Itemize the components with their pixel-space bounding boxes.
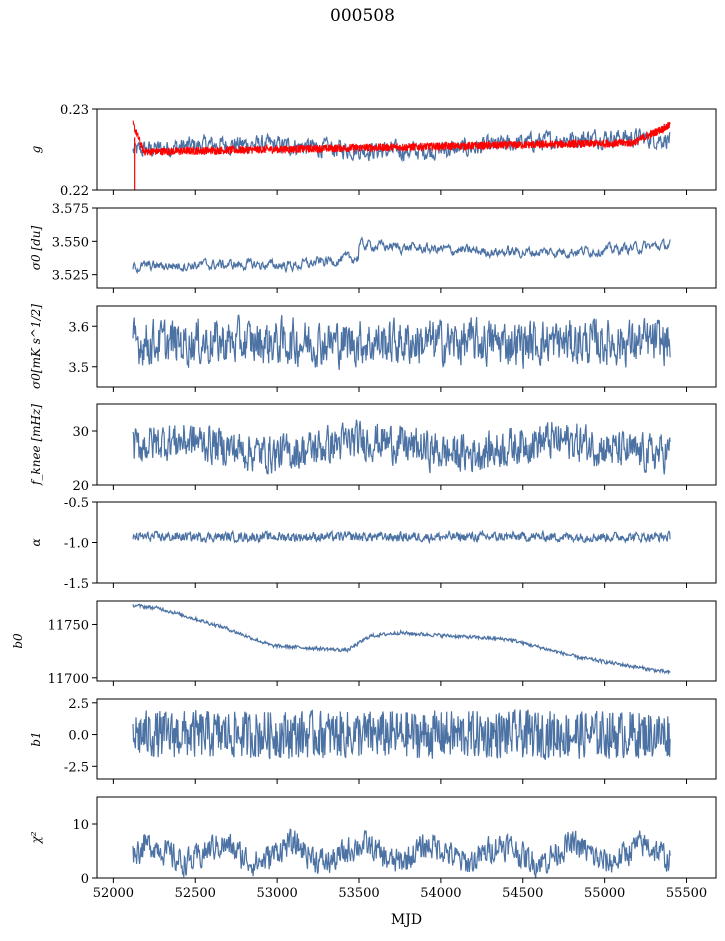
y-tick-label: 3.525 [52, 269, 89, 284]
y-axis-label: g [29, 145, 43, 153]
y-tick-label: 30 [72, 425, 89, 440]
y-tick-label: 3.6 [68, 320, 89, 335]
y-tick-label: -2.5 [64, 760, 89, 775]
y-axis-label: α [29, 538, 43, 546]
y-tick-label: 2.5 [68, 697, 89, 712]
series-line-panel-7 [132, 708, 671, 761]
series-line-panel-2 [132, 236, 671, 275]
series-line-panel-4 [132, 419, 671, 475]
panel-frame-7 [96, 698, 717, 780]
y-tick-label: 3.550 [52, 235, 89, 250]
x-tick-label: 52500 [175, 886, 216, 901]
series-line-panel-6 [132, 603, 671, 676]
y-tick-label: 11750 [48, 618, 89, 633]
panel-frame-6 [96, 600, 717, 682]
x-tick-label: 53000 [256, 886, 297, 901]
y-tick-label: 0.23 [60, 103, 89, 118]
panel-frame-4 [96, 403, 717, 486]
panel-frame-8 [96, 796, 717, 879]
series-line-panel-8 [132, 828, 671, 879]
y-axis-label: b1 [29, 731, 43, 746]
y-axis-label: σ0 [du] [29, 225, 43, 270]
x-tick-label: 52000 [93, 886, 134, 901]
y-tick-label: -1.5 [64, 577, 89, 592]
x-tick-label: 54000 [420, 886, 461, 901]
x-tick-label: 55000 [584, 886, 625, 901]
x-tick-label: 54500 [502, 886, 543, 901]
series-line-panel-3 [132, 314, 671, 370]
y-axis-label: b0 [11, 633, 25, 649]
y-tick-label: 3.5 [68, 361, 89, 376]
y-axis-label: σ0[mK s^1/2] [29, 304, 43, 389]
x-tick-label: 53500 [338, 886, 379, 901]
series-line-panel-5 [132, 529, 671, 545]
y-tick-label: 11700 [48, 672, 89, 687]
y-axis-label: f_knee [mHz] [29, 404, 43, 486]
y-axis-label: χ² [29, 831, 43, 844]
panel-frame-3 [96, 305, 717, 388]
x-tick-label: 55500 [666, 886, 707, 901]
panel-frame-2 [96, 207, 717, 289]
panel-frame-5 [96, 501, 717, 584]
fit-line-panel-1 [132, 120, 671, 156]
panel-frame-1 [96, 108, 717, 191]
y-tick-label: -0.5 [64, 496, 89, 511]
y-tick-label: 0 [81, 872, 89, 887]
y-tick-label: -1.0 [64, 537, 89, 552]
x-axis-label: MJD [391, 912, 422, 928]
figure-title: 000508 [330, 6, 395, 26]
y-tick-label: 0.22 [60, 184, 89, 199]
y-tick-label: 10 [72, 818, 89, 833]
y-tick-label: 3.575 [52, 202, 89, 217]
y-tick-label: 0.0 [68, 729, 89, 744]
y-tick-label: 20 [72, 479, 89, 494]
